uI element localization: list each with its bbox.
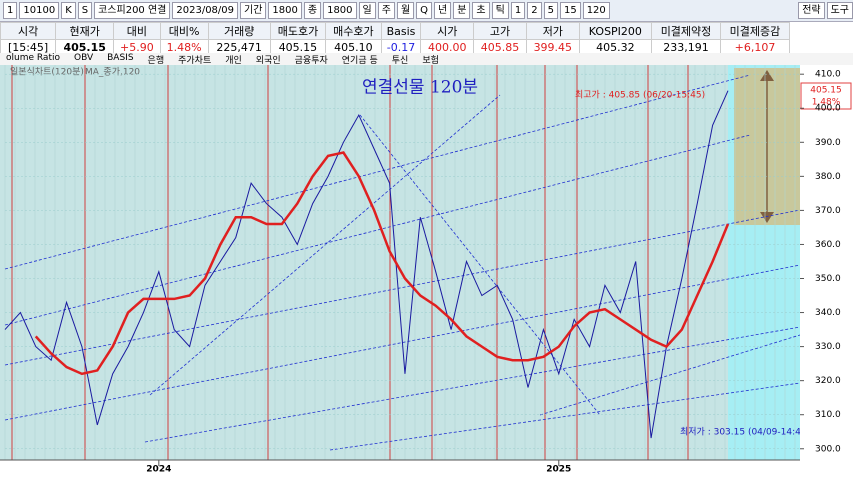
tab[interactable]: 연기금 등 bbox=[341, 56, 378, 66]
toolbar-item[interactable]: 분 bbox=[453, 2, 471, 19]
trend-line bbox=[329, 382, 801, 451]
y-tick-label: 340.0 bbox=[815, 308, 841, 318]
toolbar-item[interactable]: 2023/08/09 bbox=[172, 2, 239, 19]
quote-value: 405.85 bbox=[473, 39, 527, 55]
y-tick-label: 390.0 bbox=[815, 138, 841, 148]
tab[interactable]: 투신 bbox=[391, 56, 409, 66]
quote-header: 저가 bbox=[525, 22, 580, 40]
toolbar-item[interactable]: 초 bbox=[472, 2, 490, 19]
quote-header: 거래량 bbox=[207, 22, 271, 40]
quote-value: 225,471 bbox=[207, 39, 271, 55]
tab[interactable]: olume Ratio bbox=[6, 53, 60, 63]
tab[interactable]: BASIS bbox=[107, 53, 134, 63]
y-tick-label: 360.0 bbox=[815, 240, 841, 250]
toolbar-item[interactable]: 2 bbox=[527, 2, 542, 19]
tab[interactable]: 외국인 bbox=[255, 56, 281, 66]
toolbar-item[interactable]: 도구 bbox=[826, 2, 853, 19]
quote-table: 시각 현재가 대비 대비% 거래량 매도호가 매수호가 Basis 시가 고가 저가 KOSPI200… bbox=[0, 22, 791, 55]
quote-value: +6,107 bbox=[719, 39, 791, 55]
quote-header: 시가 bbox=[420, 22, 475, 40]
toolbar-item[interactable]: 주 bbox=[377, 2, 395, 19]
quote-header: 대비% bbox=[159, 22, 209, 40]
y-tick-label: 320.0 bbox=[815, 376, 841, 386]
price-line bbox=[4, 90, 729, 439]
price-tag-value: 405.15 bbox=[810, 86, 842, 96]
trend-line bbox=[4, 74, 751, 270]
y-tick-label: 410.0 bbox=[815, 70, 841, 80]
y-tick-label: 370.0 bbox=[815, 206, 841, 216]
toolbar: 1 10100 K S 코스피200 연결 2023/08/09 기간 1800 종 1800 일 주… bbox=[0, 0, 853, 22]
toolbar-item[interactable]: K bbox=[61, 2, 76, 19]
trend-line bbox=[149, 94, 501, 396]
quote-value: 405.15 bbox=[269, 39, 327, 55]
tab-bar: olume Ratio OBV BASIS 은행 주가차트 개인 외국인 금융투자 연기금 등 투… bbox=[0, 53, 853, 66]
y-tick-label: 350.0 bbox=[815, 274, 841, 284]
toolbar-item[interactable]: 코스피200 연결 bbox=[94, 2, 171, 19]
x-tick-label: 2024 bbox=[146, 465, 171, 475]
toolbar-item[interactable]: 10100 bbox=[19, 2, 60, 19]
toolbar-item[interactable]: 1800 bbox=[268, 2, 302, 19]
tab[interactable]: 금융투자 bbox=[294, 56, 328, 66]
toolbar-item[interactable]: 15 bbox=[559, 2, 581, 19]
tab[interactable]: 보험 bbox=[422, 56, 439, 66]
y-tick-label: 400.0 bbox=[815, 104, 841, 114]
trend-line bbox=[144, 326, 801, 443]
plot-bg bbox=[0, 65, 800, 460]
y-tick-label: 380.0 bbox=[815, 172, 841, 182]
trend-line bbox=[539, 334, 801, 416]
quote-header: KOSPI200 bbox=[578, 22, 653, 40]
y-tick-label: 310.0 bbox=[815, 410, 841, 420]
quote-header: 현재가 bbox=[55, 22, 115, 40]
toolbar-item[interactable]: 120 bbox=[582, 2, 610, 19]
legend-entry: MA_종가,120 bbox=[85, 67, 140, 78]
toolbar-item[interactable]: S bbox=[77, 2, 93, 19]
tab[interactable]: 은행 bbox=[147, 56, 165, 66]
y-tick-label: 300.0 bbox=[815, 444, 841, 454]
ma-line bbox=[34, 151, 730, 376]
price-tag bbox=[800, 82, 852, 110]
quote-header: 고가 bbox=[473, 22, 527, 40]
toolbar-item[interactable]: 월 bbox=[396, 2, 415, 19]
quote-header: 시각 bbox=[0, 22, 57, 40]
toolbar-item[interactable]: 틱 bbox=[491, 2, 509, 19]
toolbar-item[interactable]: 1800 bbox=[323, 2, 357, 19]
legend-entry: 일본식차트(120분) bbox=[10, 66, 84, 78]
quote-header: 매수호가 bbox=[325, 22, 382, 40]
tab[interactable]: 주가차트 bbox=[178, 56, 212, 66]
quote-header: 미결제약정 bbox=[651, 22, 721, 40]
quote-header: 미결제증감 bbox=[719, 22, 791, 40]
x-tick-label: 2025 bbox=[546, 465, 571, 475]
min-label: 최저가 : 303.15 (04/09-14:45) bbox=[680, 427, 810, 438]
chart: 연결선물 120분 최고가 : 405.85 (06/20-15:45) 최저가… bbox=[0, 65, 853, 478]
toolbar-item[interactable]: 전략 bbox=[798, 2, 825, 19]
axis-bg bbox=[800, 65, 853, 478]
chart-title: 연결선물 120분 bbox=[362, 78, 478, 98]
quote-header: Basis bbox=[380, 22, 422, 40]
y-tick-label: 330.0 bbox=[815, 342, 841, 352]
toolbar-item[interactable]: 일 bbox=[358, 2, 376, 19]
toolbar-item[interactable]: 기간 bbox=[240, 2, 267, 19]
tab[interactable]: 개인 bbox=[225, 56, 242, 66]
toolbar-item[interactable]: 년 bbox=[434, 2, 452, 19]
toolbar-item[interactable]: 종 bbox=[303, 2, 322, 19]
price-tag-change: 1.48% bbox=[812, 98, 841, 108]
toolbar-item[interactable]: 1 bbox=[3, 2, 18, 19]
trend-line bbox=[359, 114, 601, 416]
trend-line bbox=[4, 134, 751, 326]
toolbar-item[interactable]: 1 bbox=[510, 2, 526, 19]
toolbar-item[interactable]: Q bbox=[416, 2, 433, 19]
quote-header: 대비 bbox=[113, 22, 161, 40]
toolbar-item[interactable]: 5 bbox=[543, 2, 558, 19]
quote-header: 매도호가 bbox=[269, 22, 327, 40]
tab[interactable]: OBV bbox=[73, 53, 94, 63]
quote-value: 233,191 bbox=[651, 39, 721, 55]
max-label: 최고가 : 405.85 (06/20-15:45) bbox=[575, 90, 705, 101]
